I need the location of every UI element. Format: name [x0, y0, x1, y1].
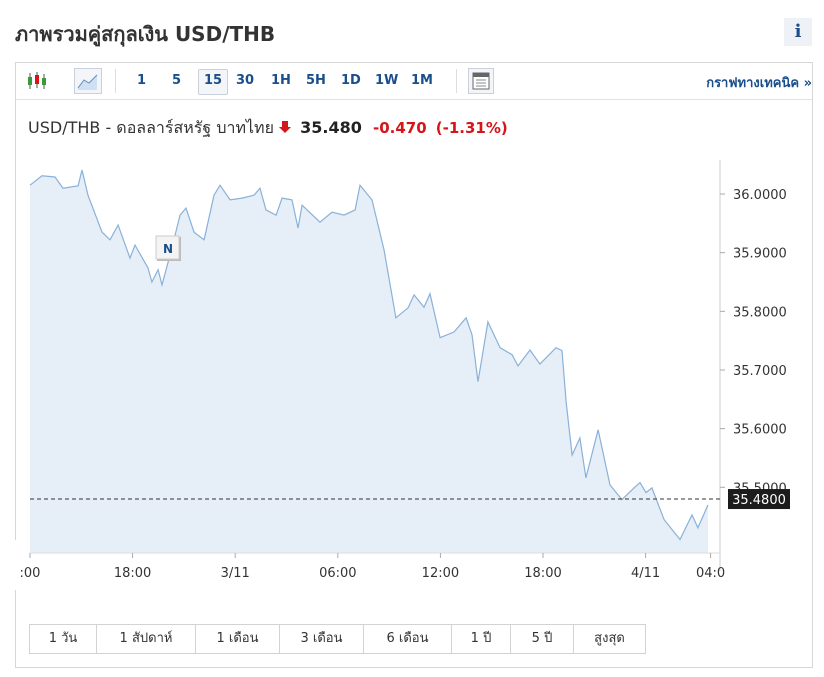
interval-button[interactable]: 1D: [341, 73, 361, 88]
news-icon[interactable]: [468, 68, 494, 94]
divider: [456, 69, 457, 93]
pair-name: USD/THB - ดอลลาร์สหรัฐ บาทไทย: [28, 118, 274, 137]
y-tick-label: 35.7000: [733, 364, 787, 379]
technical-chart-link[interactable]: กราฟทางเทคนิค »: [706, 76, 812, 91]
news-marker-label: N: [163, 242, 173, 256]
chart: Investing.com35.500035.600035.700035.800…: [0, 160, 790, 590]
interval-button[interactable]: 1M: [411, 73, 433, 88]
widget-frame: [15, 62, 813, 668]
y-tick-label: 35.6000: [733, 423, 787, 438]
change-percent: (-1.31%): [435, 119, 508, 137]
info-button[interactable]: i: [784, 18, 812, 46]
range-button[interactable]: 5 ปี: [510, 624, 574, 654]
range-button[interactable]: 3 เดือน: [279, 624, 364, 654]
y-tick-label: 35.9000: [733, 247, 787, 262]
line-icon[interactable]: [74, 68, 102, 94]
interval-button[interactable]: 5H: [306, 73, 326, 88]
last-price-box: [728, 489, 790, 510]
range-button[interactable]: 1 วัน: [29, 624, 97, 654]
interval-button[interactable]: 1H: [271, 73, 291, 88]
range-buttons: 1 วัน 1 สัปดาห์ 1 เดือน 3 เดือน 6 เดือน 1 ปี 5…: [29, 624, 646, 654]
x-tick-label: 4/11: [631, 566, 660, 581]
divider: [115, 69, 116, 93]
interval-button[interactable]: 1W: [375, 73, 399, 88]
interval-button[interactable]: 15: [198, 69, 229, 95]
range-button[interactable]: 1 สัปดาห์: [96, 624, 196, 654]
change: -0.470: [373, 119, 427, 137]
interval-button[interactable]: 5: [172, 73, 182, 88]
x-tick-label: 3/11: [221, 566, 250, 581]
price: 35.480: [300, 118, 362, 137]
interval-button[interactable]: 30: [236, 73, 255, 88]
y-tick-label: 36.0000: [733, 188, 787, 203]
range-button[interactable]: 6 เดือน: [363, 624, 452, 654]
price-line: [29, 169, 709, 541]
area-fill: [30, 170, 708, 553]
x-tick-label: 12:00: [422, 566, 459, 581]
toolbar: 1 5 15 30 1H 5H 1D 1W 1M: [16, 63, 812, 100]
range-button[interactable]: 1 ปี: [451, 624, 511, 654]
y-tick-label: 35.8000: [733, 305, 787, 320]
range-button[interactable]: 1 เดือน: [195, 624, 280, 654]
x-tick-label: 06:00: [319, 566, 356, 581]
page-title: ภาพรวมคู่สกุลเงิน USD/THB: [15, 22, 276, 46]
quote-line: USD/THB - ดอลลาร์สหรัฐ บาทไทย 35.480 -0.…: [28, 116, 508, 141]
interval-button[interactable]: 1: [137, 73, 147, 88]
left-mask: [0, 540, 16, 590]
x-tick-label: :00: [20, 566, 41, 581]
range-button[interactable]: สูงสุด: [573, 624, 646, 654]
x-tick-label: 18:00: [114, 566, 151, 581]
x-tick-label: 18:00: [524, 566, 561, 581]
candle-icon[interactable]: [26, 71, 48, 91]
down-arrow: [279, 121, 292, 133]
x-tick-label: 04:0: [696, 566, 725, 581]
last-price-label: 35.4800: [732, 493, 786, 508]
news-marker: [155, 235, 180, 260]
